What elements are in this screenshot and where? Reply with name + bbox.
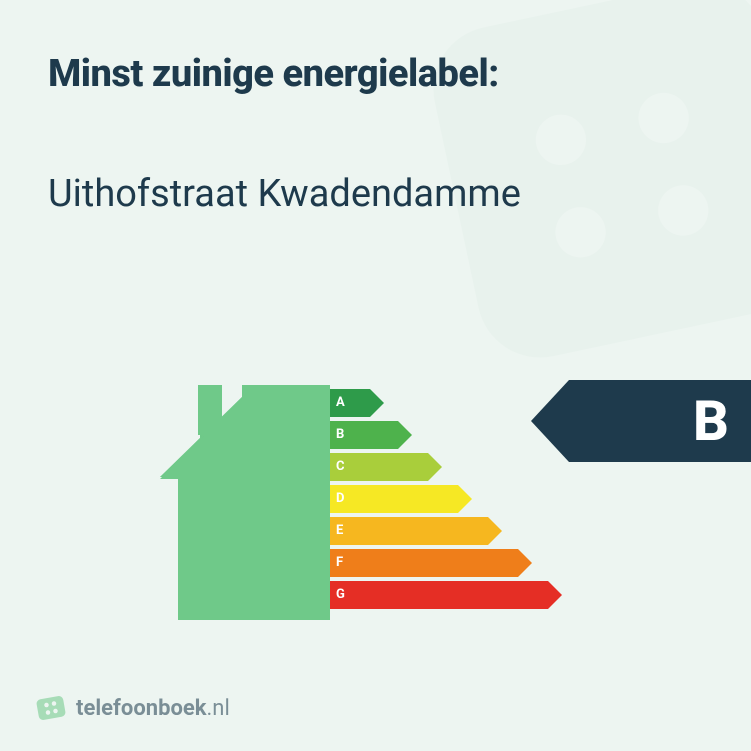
energy-bar-letter: D	[336, 485, 344, 513]
selected-label-letter: B	[693, 380, 729, 462]
footer-text-light: .nl	[207, 696, 230, 721]
house-icon	[160, 385, 330, 620]
page-subtitle: Uithofstraat Kwadendamme	[48, 172, 521, 216]
energy-bar	[330, 485, 472, 513]
energy-bar	[330, 549, 532, 577]
energy-bar-letter: A	[336, 389, 345, 417]
selected-label-badge: B	[531, 380, 751, 462]
energy-bar-letter: F	[336, 549, 343, 577]
energy-bar-letter: E	[336, 517, 343, 545]
energy-bar-letter: B	[336, 421, 344, 449]
footer-text: telefoonboek.nl	[76, 696, 230, 721]
energy-bar-letter: G	[336, 581, 345, 609]
footer-brand: telefoonboek.nl	[36, 693, 230, 723]
energy-bar-letter: C	[336, 453, 345, 481]
energy-bar	[330, 581, 562, 609]
page-title: Minst zuinige energielabel:	[48, 52, 499, 96]
energy-bar	[330, 517, 502, 545]
energy-bar	[330, 453, 442, 481]
footer-text-bold: telefoonboek	[76, 696, 207, 721]
brand-icon	[36, 693, 66, 723]
